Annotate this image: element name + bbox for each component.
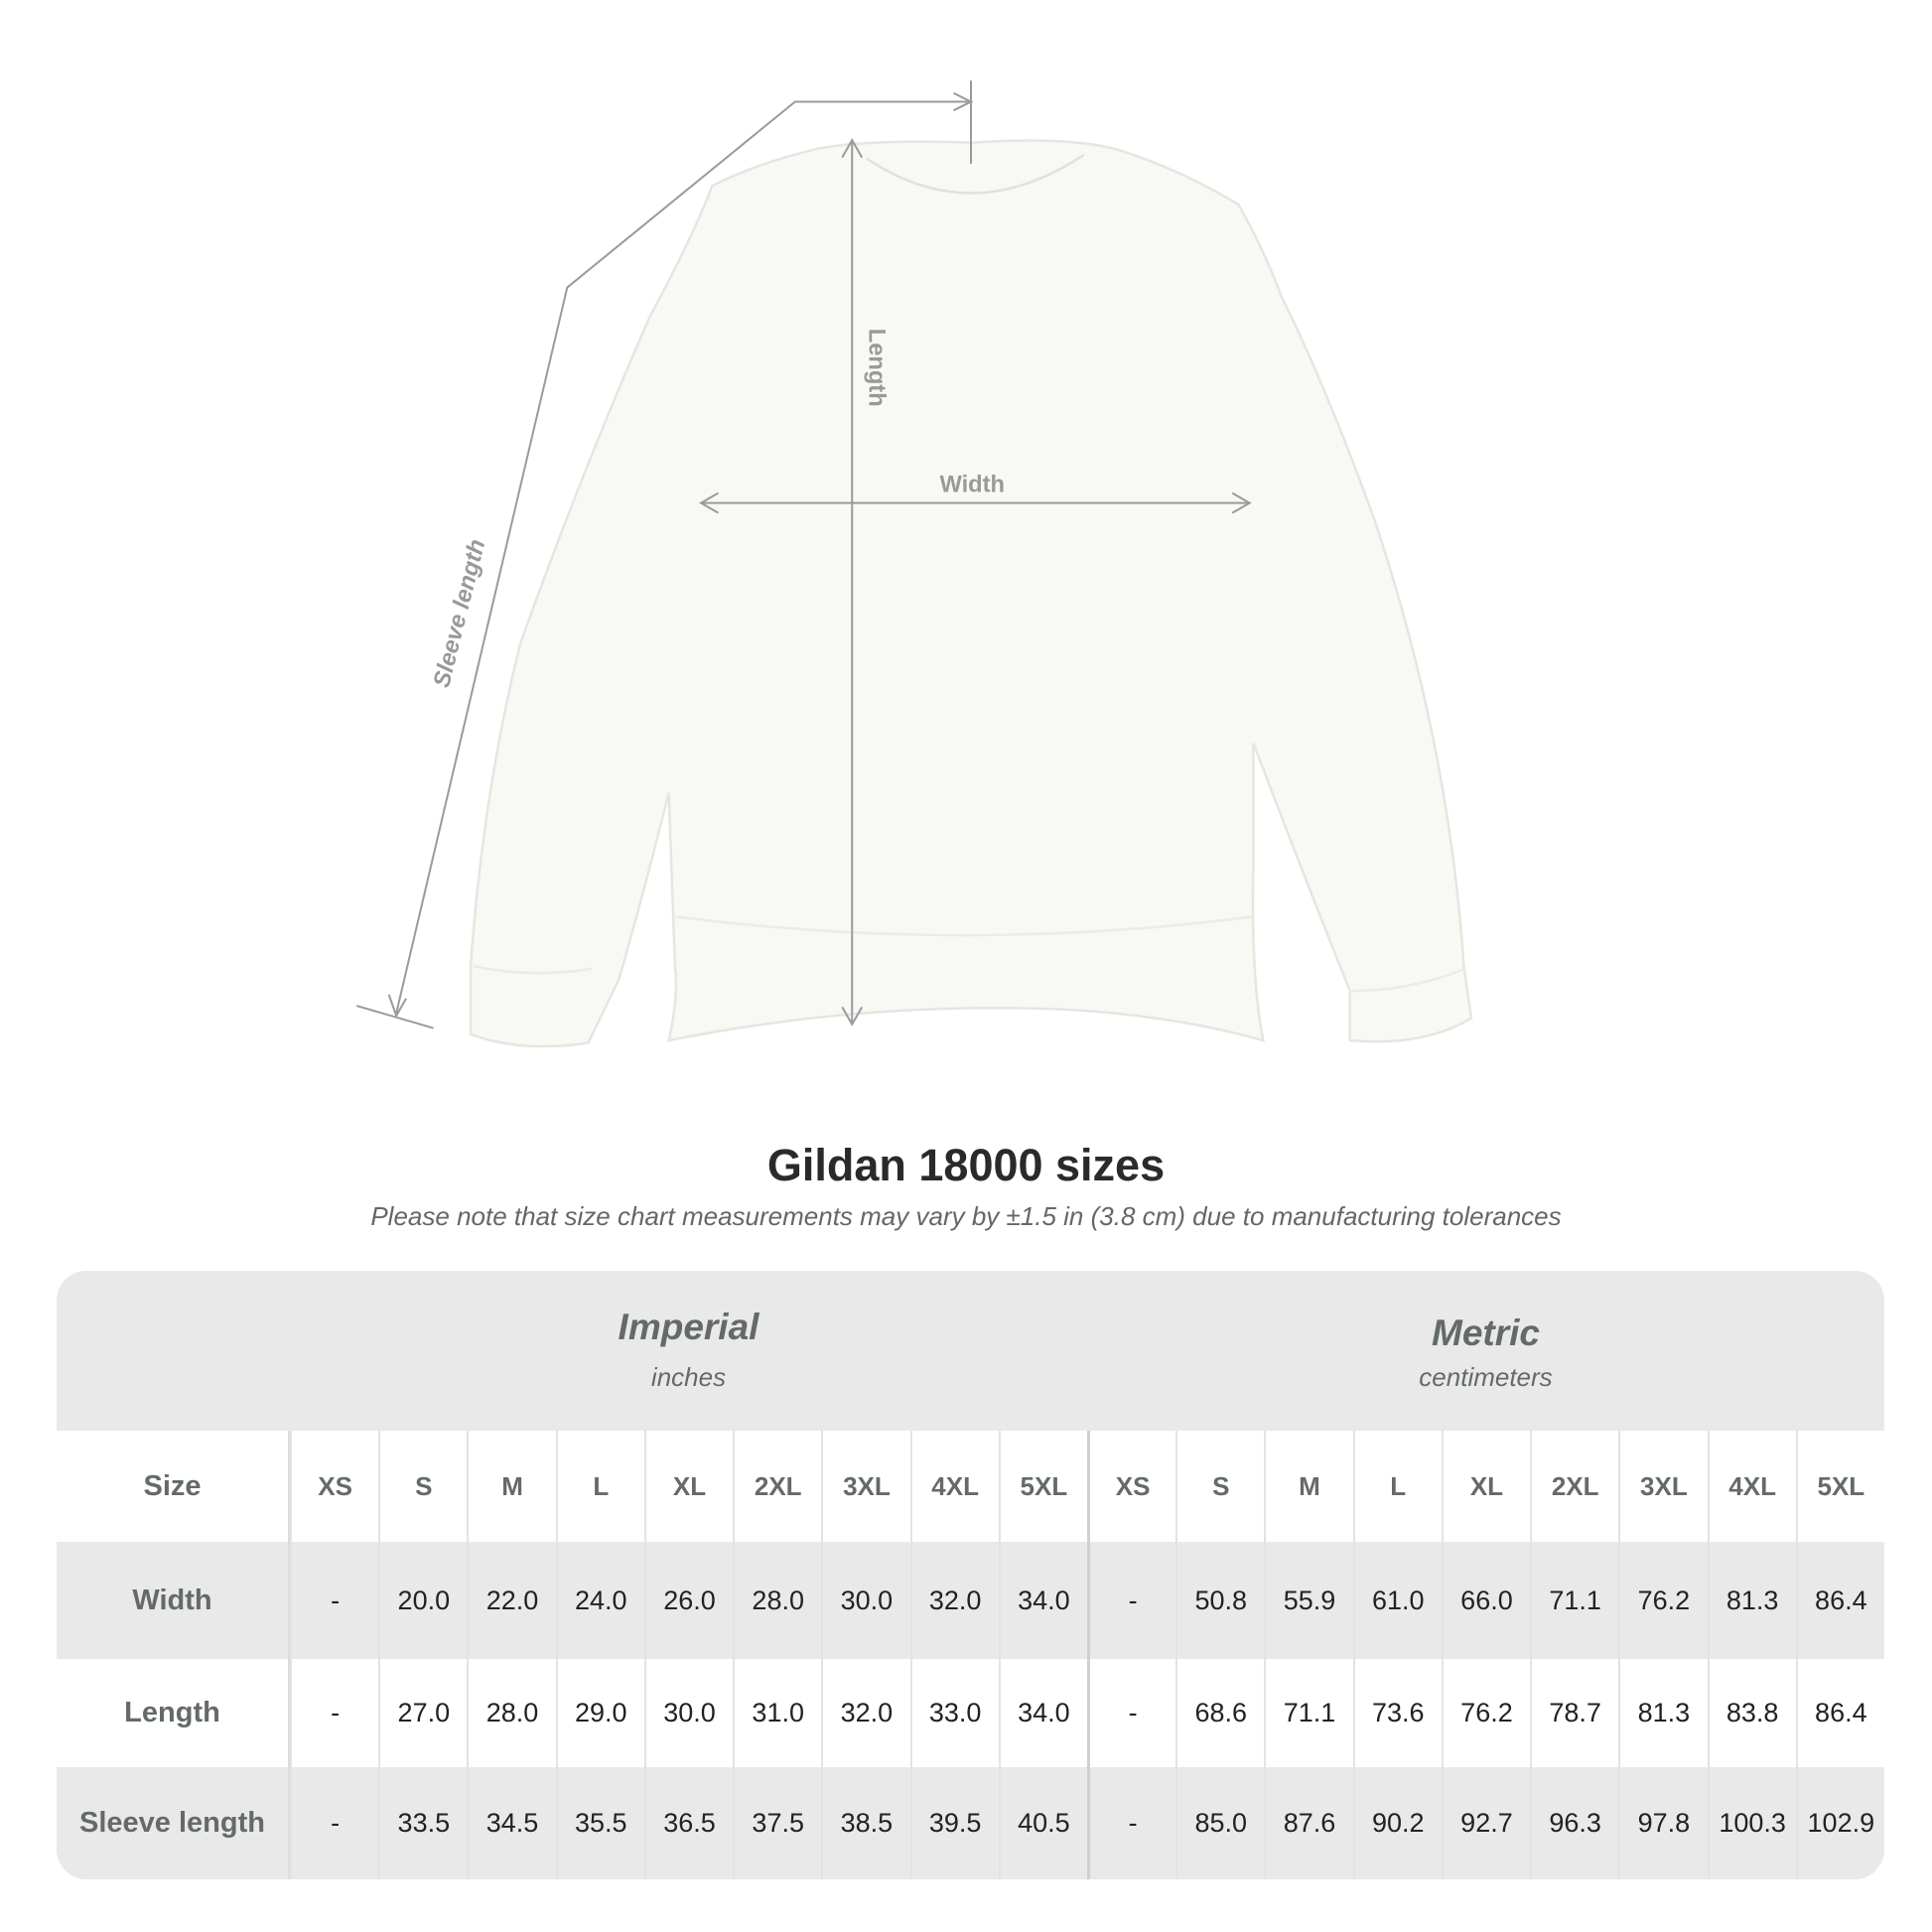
table-cell: 29.0	[555, 1659, 644, 1767]
table-cell: 22.0	[467, 1542, 555, 1659]
table-cell: 86.4	[1795, 1542, 1884, 1659]
imperial-label: Imperial	[618, 1307, 759, 1347]
table-cell: 90.2	[1352, 1767, 1442, 1879]
length-label: Length	[864, 329, 890, 407]
table-cell: 32.0	[821, 1659, 909, 1767]
table-cell: 86.4	[1795, 1659, 1884, 1767]
table-cell: 81.3	[1618, 1659, 1707, 1767]
metric-label: Metric	[1432, 1312, 1540, 1353]
size-column-header: XS	[1086, 1431, 1175, 1542]
size-table: Imperial inches Metric centimeters Size X…	[57, 1271, 1884, 1879]
table-cell: 20.0	[378, 1542, 467, 1659]
imperial-header: Imperial inches	[290, 1271, 1087, 1431]
table-cell: -	[1086, 1659, 1175, 1767]
size-column-header: S	[1175, 1431, 1264, 1542]
table-cell: 35.5	[555, 1767, 644, 1879]
table-cell: 85.0	[1175, 1767, 1264, 1879]
table-cell: 38.5	[821, 1767, 909, 1879]
table-cell: 33.5	[378, 1767, 467, 1879]
table-cell: -	[1086, 1542, 1175, 1659]
size-column-header: XS	[290, 1431, 378, 1542]
table-cell: 28.0	[733, 1542, 821, 1659]
table-cell: 76.2	[1618, 1542, 1707, 1659]
sleeve-length-label: Sleeve length	[429, 537, 490, 690]
table-cell: 34.0	[998, 1542, 1087, 1659]
size-column-header: S	[378, 1431, 467, 1542]
table-cell: 26.0	[643, 1542, 733, 1659]
row-label: Length	[57, 1659, 290, 1767]
table-cell: 33.0	[909, 1659, 999, 1767]
size-column-header: 2XL	[1530, 1431, 1618, 1542]
table-cell: 27.0	[378, 1659, 467, 1767]
table-cell: -	[290, 1659, 378, 1767]
table-cell: 78.7	[1530, 1659, 1618, 1767]
sweatshirt-illustration	[469, 139, 1473, 1048]
metric-unit: centimeters	[1419, 1362, 1553, 1392]
table-cell: -	[290, 1542, 378, 1659]
row-label: Size	[57, 1431, 290, 1542]
table-cell: 30.0	[821, 1542, 909, 1659]
table-cell: 30.0	[643, 1659, 733, 1767]
size-column-header: L	[555, 1431, 644, 1542]
size-column-header: 3XL	[1618, 1431, 1707, 1542]
table-cell: 68.6	[1175, 1659, 1264, 1767]
size-header-row: Size XS S M L XL 2XL 3XL 4XL 5XL XS S M L XL 2XL 3XL 4XL 5…	[57, 1431, 1884, 1542]
table-cell: 87.6	[1264, 1767, 1352, 1879]
size-column-header: L	[1352, 1431, 1442, 1542]
table-cell: 37.5	[733, 1767, 821, 1879]
table-cell: 92.7	[1441, 1767, 1530, 1879]
table-cell: 36.5	[643, 1767, 733, 1879]
table-cell: -	[1086, 1767, 1175, 1879]
table-cell: 55.9	[1264, 1542, 1352, 1659]
chart-title: Gildan 18000 sizes	[766, 1140, 1166, 1190]
table-row: Width -20.0 22.0 24.0 26.0 28.0 30.0 32.0 34.0-5…	[57, 1542, 1884, 1659]
table-cell: 73.6	[1352, 1659, 1442, 1767]
table-cell: 28.0	[467, 1659, 555, 1767]
table-row: Sleeve length -33.5 34.5 35.5 36.5 37.5 38.5 39…	[57, 1767, 1884, 1879]
table-cell: 34.0	[998, 1659, 1087, 1767]
size-column-header: 2XL	[733, 1431, 821, 1542]
width-label: Width	[939, 472, 1005, 497]
table-cell: 71.1	[1530, 1542, 1618, 1659]
table-cell: 100.3	[1707, 1767, 1796, 1879]
metric-header: Metric centimeters	[1087, 1271, 1884, 1431]
table-cell: 102.9	[1795, 1767, 1884, 1879]
table-cell: 34.5	[467, 1767, 555, 1879]
imperial-unit: inches	[650, 1362, 727, 1392]
size-column-header: 4XL	[1707, 1431, 1796, 1542]
size-column-header: XL	[643, 1431, 733, 1542]
size-column-header: M	[467, 1431, 555, 1542]
size-column-header: 3XL	[821, 1431, 909, 1542]
table-cell: 66.0	[1441, 1542, 1530, 1659]
table-cell: 76.2	[1441, 1659, 1530, 1767]
measurement-lines	[355, 80, 1252, 1030]
tolerance-note: Please note that size chart measurements…	[370, 1201, 1562, 1231]
size-column-header: M	[1264, 1431, 1352, 1542]
sweatshirt-diagram: Length Width Sleeve length	[355, 80, 1473, 1048]
table-cell: 24.0	[555, 1542, 644, 1659]
row-label: Sleeve length	[57, 1767, 290, 1879]
table-cell: 71.1	[1264, 1659, 1352, 1767]
table-cell: 40.5	[998, 1767, 1087, 1879]
size-column-header: XL	[1441, 1431, 1530, 1542]
table-cell: -	[290, 1767, 378, 1879]
table-cell: 81.3	[1707, 1542, 1796, 1659]
size-column-header: 4XL	[909, 1431, 999, 1542]
table-cell: 39.5	[909, 1767, 999, 1879]
table-cell: 97.8	[1618, 1767, 1707, 1879]
table-row: Length -27.0 28.0 29.0 30.0 31.0 32.0 33.0 34.0-…	[57, 1659, 1884, 1767]
size-column-header: 5XL	[1795, 1431, 1884, 1542]
table-cell: 32.0	[909, 1542, 999, 1659]
table-cell: 83.8	[1707, 1659, 1796, 1767]
table-cell: 61.0	[1352, 1542, 1442, 1659]
row-label: Width	[57, 1542, 290, 1659]
table-cell: 96.3	[1530, 1767, 1618, 1879]
table-cell: 50.8	[1175, 1542, 1264, 1659]
size-column-header: 5XL	[998, 1431, 1087, 1542]
table-cell: 31.0	[733, 1659, 821, 1767]
